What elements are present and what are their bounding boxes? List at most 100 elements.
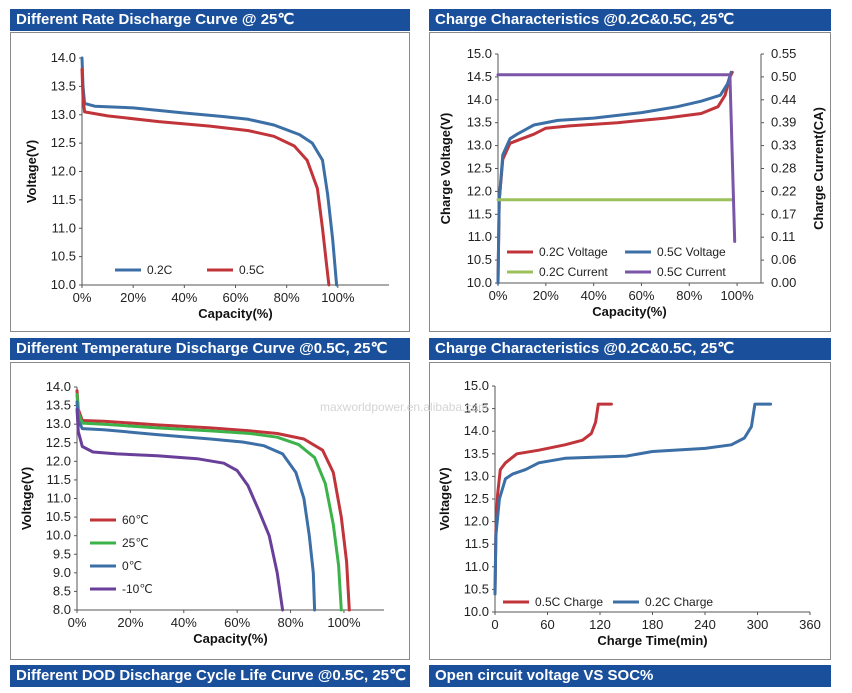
charge-characteristics-panel — [429, 32, 831, 332]
y-tick-label: 14.5 — [467, 69, 492, 84]
y-tick-label: 13.0 — [467, 138, 492, 153]
y-axis-title: Voltage(V) — [437, 467, 452, 530]
x-tick-label: 0% — [68, 615, 87, 630]
y-tick-label: 12.0 — [51, 164, 76, 179]
y-tick-label: 13.0 — [464, 468, 489, 483]
y-tick-label: 15.0 — [467, 46, 492, 61]
y-tick-label: 11.0 — [465, 559, 489, 574]
series-line-0.2C — [80, 56, 339, 287]
banner-charge-characteristics-bottom: Charge Characteristics @0.2C&0.5C, 25℃ — [429, 338, 831, 360]
banner-dod-cycle-life: Different DOD Discharge Cycle Life Curve… — [10, 665, 410, 687]
x-tick-label: 40% — [171, 615, 197, 630]
y-tick-label: 11.5 — [47, 472, 71, 487]
y-tick-label: 13.5 — [46, 398, 71, 413]
y-tick-label: 13.5 — [467, 115, 492, 130]
x-tick-label: 100% — [720, 288, 754, 303]
y-tick-label: 13.0 — [46, 416, 71, 431]
y-tick-label: 13.5 — [51, 78, 76, 93]
legend-label: 25℃ — [122, 536, 149, 550]
legend-label: 0.5C Charge — [535, 595, 603, 609]
series-line-0.5C-Charge — [493, 402, 613, 596]
y2-axis-title: Charge Current(CA) — [811, 107, 826, 230]
y-axis-title: Voltage(V) — [19, 467, 34, 530]
x-tick-label: 100% — [327, 615, 361, 630]
x-tick-label: 0% — [489, 288, 508, 303]
x-axis-title: Capacity(%) — [198, 306, 272, 321]
y-tick-label: 10.0 — [467, 275, 492, 290]
y2-tick-label: 0.44 — [771, 92, 796, 107]
y-tick-label: 14.5 — [464, 401, 489, 416]
legend-label: 0.2C Charge — [645, 595, 713, 609]
y2-tick-label: 0.28 — [771, 161, 796, 176]
y-tick-label: 12.0 — [46, 453, 71, 468]
x-tick-label: 180 — [642, 617, 664, 632]
y-tick-label: 14.0 — [51, 50, 76, 65]
series-line-25- — [75, 392, 343, 612]
x-tick-label: 120 — [589, 617, 611, 632]
series-line-0.5C-Voltage — [496, 70, 733, 285]
x-tick-label: 20% — [117, 615, 143, 630]
banner-charge-characteristics-top: Charge Characteristics @0.2C&0.5C, 25℃ — [429, 9, 831, 31]
legend-label: 0.2C Voltage — [539, 245, 608, 259]
x-tick-label: 0 — [491, 617, 498, 632]
y-tick-label: 11.0 — [52, 220, 76, 235]
x-tick-label: 40% — [171, 290, 197, 305]
y-axis-title: Charge Voltage(V) — [438, 113, 453, 225]
y-tick-label: 11.5 — [465, 536, 489, 551]
series-line--10- — [75, 407, 285, 612]
legend-label: -10℃ — [122, 582, 153, 596]
y-tick-label: 10.0 — [464, 604, 489, 619]
y2-tick-label: 0.00 — [771, 275, 796, 290]
x-tick-label: 20% — [120, 290, 146, 305]
legend-label: 0.5C — [239, 263, 265, 277]
watermark-text: maxworldpower.en.alibaba.com — [320, 400, 489, 414]
y2-tick-label: 0.39 — [771, 115, 796, 130]
y-tick-label: 11.0 — [468, 229, 492, 244]
x-tick-label: 80% — [274, 290, 300, 305]
x-tick-label: 360 — [799, 617, 821, 632]
y-axis-title: Voltage(V) — [24, 140, 39, 203]
series-line-0.5C — [80, 67, 331, 287]
x-tick-label: 60% — [628, 288, 654, 303]
y2-tick-label: 0.55 — [771, 46, 796, 61]
y-tick-label: 12.0 — [467, 183, 492, 198]
x-tick-label: 60% — [224, 615, 250, 630]
y-tick-label: 14.0 — [464, 423, 489, 438]
x-tick-label: 60 — [540, 617, 554, 632]
y-tick-label: 11.0 — [47, 491, 71, 506]
rate-discharge-panel — [10, 32, 410, 332]
legend-label: 0.5C Voltage — [657, 245, 726, 259]
y-tick-label: 12.5 — [46, 435, 71, 450]
y2-tick-label: 0.22 — [771, 183, 796, 198]
x-axis-title: Charge Time(min) — [597, 633, 707, 648]
banner-temperature-discharge: Different Temperature Discharge Curve @0… — [10, 338, 410, 360]
series-line-0.2C-Voltage — [496, 70, 734, 285]
legend-label: 0℃ — [122, 559, 142, 573]
y-tick-label: 11.5 — [52, 192, 76, 207]
y-tick-label: 15.0 — [464, 378, 489, 393]
legend-label: 0.2C Current — [539, 265, 608, 279]
y-tick-label: 8.5 — [53, 583, 71, 598]
x-tick-label: 0% — [73, 290, 92, 305]
x-tick-label: 80% — [676, 288, 702, 303]
y-tick-label: 13.5 — [464, 446, 489, 461]
legend-label: 0.5C Current — [657, 265, 726, 279]
y2-tick-label: 0.06 — [771, 252, 796, 267]
x-tick-label: 40% — [581, 288, 607, 303]
y-tick-label: 14.0 — [46, 379, 71, 394]
y-tick-label: 9.0 — [53, 565, 71, 580]
x-tick-label: 60% — [222, 290, 248, 305]
series-line-60- — [75, 389, 351, 612]
x-tick-label: 300 — [747, 617, 769, 632]
y-tick-label: 10.5 — [464, 581, 489, 596]
x-axis-title: Capacity(%) — [592, 304, 666, 319]
y2-tick-label: 0.50 — [771, 69, 796, 84]
y2-tick-label: 0.11 — [771, 229, 795, 244]
x-tick-label: 20% — [533, 288, 559, 303]
x-tick-label: 80% — [278, 615, 304, 630]
y-tick-label: 8.0 — [53, 602, 71, 617]
